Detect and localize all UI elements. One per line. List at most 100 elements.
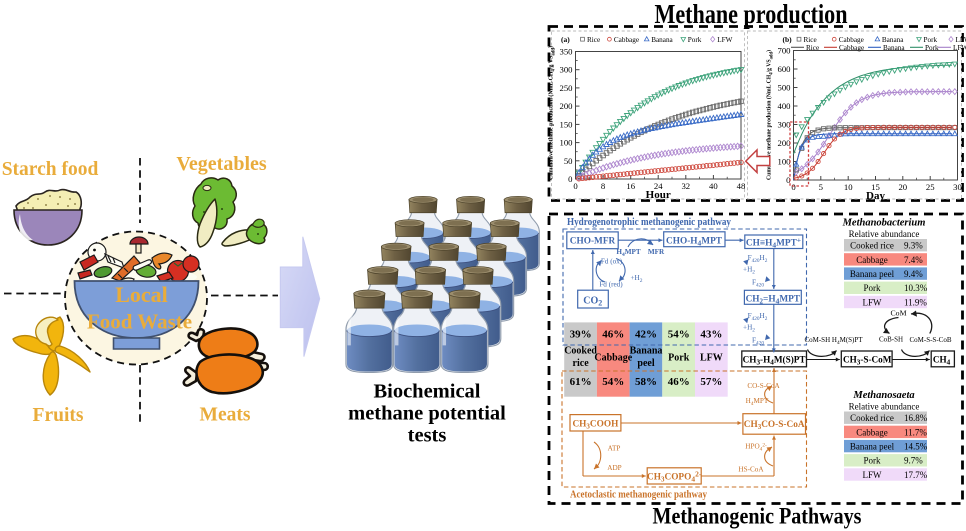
svg-text:9.3%: 9.3% bbox=[904, 241, 923, 251]
svg-text:Cabbage: Cabbage bbox=[594, 353, 632, 364]
svg-text:(b): (b) bbox=[783, 35, 793, 44]
svg-text:LFW: LFW bbox=[700, 353, 723, 364]
svg-text:32: 32 bbox=[681, 181, 690, 191]
svg-text:H4MPT: H4MPT bbox=[616, 248, 641, 258]
svg-text:25: 25 bbox=[926, 182, 935, 192]
svg-text:48: 48 bbox=[737, 181, 746, 191]
svg-text:CH3COPO42-: CH3COPO42- bbox=[647, 470, 702, 484]
svg-text:40: 40 bbox=[709, 181, 718, 191]
svg-text:ATP: ATP bbox=[608, 445, 621, 453]
svg-text:Food Waste: Food Waste bbox=[87, 310, 192, 334]
svg-text:10: 10 bbox=[844, 182, 853, 192]
svg-text:0: 0 bbox=[568, 174, 573, 184]
svg-text:CH3-S-CoM: CH3-S-CoM bbox=[843, 355, 892, 367]
svg-text:57%: 57% bbox=[700, 376, 722, 388]
svg-text:200: 200 bbox=[777, 138, 791, 148]
svg-text:Rice: Rice bbox=[806, 44, 819, 52]
svg-text:(a): (a) bbox=[561, 35, 570, 44]
svg-text:15: 15 bbox=[871, 182, 880, 192]
svg-text:HPO42-: HPO42- bbox=[745, 443, 767, 453]
svg-text:20: 20 bbox=[898, 182, 907, 192]
svg-text:0: 0 bbox=[791, 182, 796, 192]
svg-text:LFW: LFW bbox=[956, 36, 966, 44]
svg-text:MFR: MFR bbox=[648, 248, 665, 256]
svg-text:Methanosaeta: Methanosaeta bbox=[852, 390, 914, 401]
svg-text:7.4%: 7.4% bbox=[904, 255, 923, 265]
svg-text:Cabbage: Cabbage bbox=[856, 427, 888, 437]
svg-text:CH3COOH: CH3COOH bbox=[572, 420, 619, 431]
svg-text:9.7%: 9.7% bbox=[904, 456, 923, 466]
svg-text:F420: F420 bbox=[752, 279, 764, 289]
svg-text:LFW: LFW bbox=[953, 44, 966, 52]
svg-text:CHO-MFR: CHO-MFR bbox=[570, 237, 616, 247]
svg-text:Hydrogenotrophic methanogenic: Hydrogenotrophic methanogenic pathway bbox=[567, 217, 731, 228]
svg-text:Fruits: Fruits bbox=[33, 405, 84, 426]
svg-text:100: 100 bbox=[559, 138, 573, 148]
svg-text:Hour: Hour bbox=[646, 189, 671, 201]
svg-text:Cabbage: Cabbage bbox=[614, 36, 639, 44]
svg-text:methane potential: methane potential bbox=[348, 403, 506, 425]
svg-text:Vegetables: Vegetables bbox=[176, 153, 267, 175]
svg-text:350: 350 bbox=[559, 47, 573, 57]
svg-text:54%: 54% bbox=[668, 329, 690, 341]
svg-text:Methane production: Methane production bbox=[655, 0, 848, 29]
svg-text:F420H2: F420H2 bbox=[748, 312, 768, 322]
svg-text:11.7%: 11.7% bbox=[904, 427, 927, 437]
svg-text:9.4%: 9.4% bbox=[904, 269, 923, 279]
svg-text:Banana: Banana bbox=[882, 36, 904, 44]
svg-text:50: 50 bbox=[564, 156, 573, 166]
svg-text:14.5%: 14.5% bbox=[904, 442, 928, 452]
svg-text:10.3%: 10.3% bbox=[904, 283, 928, 293]
svg-text:Pork: Pork bbox=[925, 44, 939, 52]
svg-text:Cabbage: Cabbage bbox=[856, 255, 888, 265]
svg-text:CH4: CH4 bbox=[933, 355, 951, 367]
svg-text:+H2: +H2 bbox=[631, 274, 643, 284]
svg-text:CH3CO-S-CoA: CH3CO-S-CoA bbox=[744, 420, 805, 431]
svg-text:LFW: LFW bbox=[717, 36, 732, 44]
svg-text:CO-S-CoA: CO-S-CoA bbox=[747, 382, 780, 390]
svg-text:46%: 46% bbox=[668, 376, 690, 388]
svg-text:+H2: +H2 bbox=[743, 324, 755, 334]
svg-text:150: 150 bbox=[559, 119, 573, 129]
svg-text:ADP: ADP bbox=[607, 464, 621, 472]
svg-text:H4MPT: H4MPT bbox=[746, 397, 769, 407]
svg-text:rice: rice bbox=[573, 358, 590, 369]
svg-text:CoM-S-S-CoB: CoM-S-S-CoB bbox=[909, 336, 951, 344]
svg-text:54%: 54% bbox=[602, 376, 624, 388]
svg-text:Pork: Pork bbox=[688, 36, 702, 44]
svg-text:0: 0 bbox=[786, 175, 791, 185]
svg-text:Pork: Pork bbox=[863, 283, 881, 293]
svg-text:Banana: Banana bbox=[883, 44, 905, 52]
svg-text:Banana: Banana bbox=[630, 346, 663, 357]
svg-text:300: 300 bbox=[777, 120, 791, 130]
svg-text:CoM: CoM bbox=[890, 309, 906, 318]
svg-text:Banana peel: Banana peel bbox=[850, 442, 895, 452]
svg-text:Acetoclastic methanogenic path: Acetoclastic methanogenic pathway bbox=[570, 490, 707, 501]
svg-text:16: 16 bbox=[626, 181, 635, 191]
svg-text:61%: 61% bbox=[570, 376, 592, 388]
svg-text:600: 600 bbox=[777, 64, 791, 74]
svg-text:Fd (red): Fd (red) bbox=[599, 281, 623, 289]
svg-text:Cooked: Cooked bbox=[564, 346, 597, 357]
svg-text:Biochemical: Biochemical bbox=[373, 381, 480, 403]
svg-text:Cooked rice: Cooked rice bbox=[850, 413, 894, 423]
svg-text:CH≡H4MPT+: CH≡H4MPT+ bbox=[746, 236, 801, 250]
svg-text:500: 500 bbox=[777, 83, 791, 93]
svg-text:100: 100 bbox=[777, 157, 791, 167]
svg-text:8: 8 bbox=[601, 181, 606, 191]
svg-text:F420H2: F420H2 bbox=[748, 254, 768, 264]
svg-text:Rice: Rice bbox=[587, 36, 600, 44]
svg-text:peel: peel bbox=[637, 358, 654, 369]
svg-text:Pork: Pork bbox=[924, 36, 938, 44]
svg-text:24: 24 bbox=[654, 181, 663, 191]
svg-text:HS-CoA: HS-CoA bbox=[738, 466, 764, 474]
svg-text:Cabbage: Cabbage bbox=[839, 44, 864, 52]
svg-text:200: 200 bbox=[559, 101, 573, 111]
svg-text:43%: 43% bbox=[700, 329, 722, 341]
svg-text:Methanogenic Pathways: Methanogenic Pathways bbox=[653, 504, 862, 529]
svg-text:CoB-SH: CoB-SH bbox=[879, 336, 903, 344]
svg-text:LFW: LFW bbox=[863, 470, 883, 480]
svg-text:tests: tests bbox=[408, 425, 447, 447]
svg-text:46%: 46% bbox=[602, 329, 624, 341]
svg-text:Cumulative methane production: Cumulative methane production (NmL CH4/g… bbox=[766, 50, 775, 180]
